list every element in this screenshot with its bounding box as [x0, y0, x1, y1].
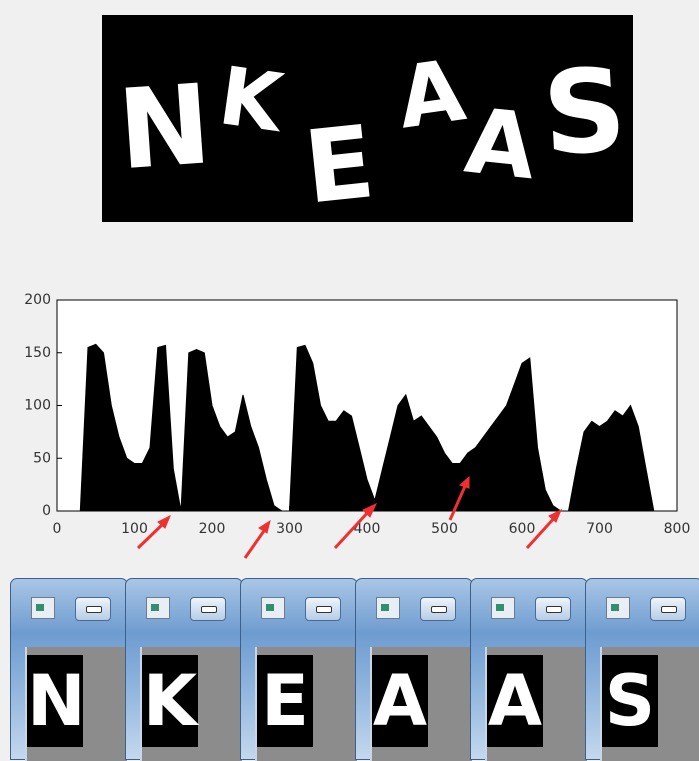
segment-image: N — [27, 655, 83, 747]
x-tick-label: 100 — [121, 521, 148, 537]
window-icon — [31, 597, 55, 619]
captcha-letter: E — [299, 103, 379, 226]
segment-image: A — [372, 655, 428, 747]
minimize-button[interactable] — [420, 597, 456, 621]
segment-image: S — [602, 655, 658, 747]
segment-image: K — [142, 655, 198, 747]
captcha-letter: N — [114, 60, 215, 194]
window-icon — [606, 597, 630, 619]
x-tick-label: 700 — [586, 521, 613, 537]
minimize-button[interactable] — [535, 597, 571, 621]
captcha-letter: A — [392, 41, 471, 148]
window-icon — [491, 597, 515, 619]
captcha-letter: A — [460, 89, 541, 201]
window-content: A — [485, 647, 587, 761]
y-tick-label: 100 — [24, 398, 51, 414]
x-tick-label: 800 — [664, 521, 691, 537]
window-thumbnail[interactable]: N — [10, 578, 128, 760]
y-tick-label: 0 — [42, 503, 51, 519]
window-thumbnail[interactable]: E — [240, 578, 358, 760]
window-content: N — [25, 647, 127, 761]
y-tick-label: 200 — [24, 292, 51, 308]
window-icon — [376, 597, 400, 619]
window-thumbnail[interactable]: S — [585, 578, 699, 760]
segment-image: E — [257, 655, 313, 747]
minimize-button[interactable] — [305, 597, 341, 621]
x-tick-label: 0 — [53, 521, 62, 537]
window-content: S — [600, 647, 699, 761]
minimize-button[interactable] — [190, 597, 226, 621]
x-tick-label: 600 — [509, 521, 536, 537]
x-tick-label: 300 — [276, 521, 303, 537]
window-icon — [261, 597, 285, 619]
arrow — [245, 528, 266, 558]
window-content: K — [140, 647, 242, 761]
x-tick-label: 200 — [199, 521, 226, 537]
arrow-head — [259, 521, 270, 533]
page: {"captcha": {"letters": ["N", "K", "E", … — [0, 0, 699, 760]
minimize-button[interactable] — [650, 597, 686, 621]
segment-image: A — [487, 655, 543, 747]
window-icon — [146, 597, 170, 619]
minimize-button[interactable] — [75, 597, 111, 621]
y-tick-label: 50 — [33, 450, 51, 466]
window-thumbnail[interactable]: A — [355, 578, 473, 760]
window-thumbnail[interactable]: A — [470, 578, 588, 760]
y-tick-label: 150 — [24, 345, 51, 361]
captcha-letter: S — [540, 44, 630, 182]
window-content: E — [255, 647, 357, 761]
window-content: A — [370, 647, 472, 761]
window-thumbnail[interactable]: K — [125, 578, 243, 760]
x-tick-label: 500 — [431, 521, 458, 537]
